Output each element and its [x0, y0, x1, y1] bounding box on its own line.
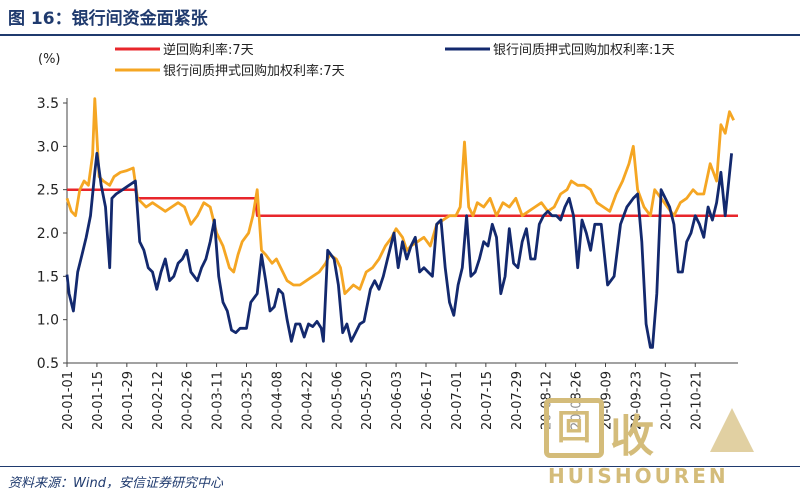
y-tick-label: 3.5	[37, 96, 59, 112]
series-line-repo-7d	[65, 97, 735, 296]
x-axis: 20-01-01 20-01-15 20-01-29 20-02-12 20-02-26…	[61, 362, 738, 430]
y-axis-unit: (%)	[38, 52, 61, 67]
source-note: 资料来源：Wind，安信证券研究中心	[8, 476, 223, 491]
line-chart: 逆回购利率:7天 银行间质押式回购加权利率:1天 银行间质押式回购加权利率:7天…	[37, 42, 738, 430]
x-tick-label: 20-01-29	[121, 371, 136, 430]
bottom-rule	[0, 466, 800, 467]
title-rule	[0, 34, 800, 36]
legend-label-repo-1d: 银行间质押式回购加权利率:1天	[493, 42, 675, 58]
x-tick-label: 20-04-08	[270, 371, 285, 430]
x-tick-label: 20-10-21	[689, 371, 704, 430]
legend-label-repo-7d: 银行间质押式回购加权利率:7天	[163, 63, 345, 79]
x-tick-label: 20-09-23	[629, 371, 644, 430]
x-tick-label: 20-07-15	[480, 371, 495, 430]
x-tick-label: 20-06-03	[390, 371, 405, 430]
plot-area	[65, 97, 738, 349]
y-tick-label: 1.5	[37, 269, 59, 285]
x-tick-label: 20-03-25	[241, 371, 256, 430]
watermark-subtext: HUISHOUREN	[548, 464, 729, 488]
legend-label-reverse-repo: 逆回购利率:7天	[163, 42, 254, 58]
x-tick-label: 20-06-17	[420, 371, 435, 430]
series-line-repo-1d	[65, 151, 733, 349]
y-tick-label: 2.5	[37, 183, 59, 199]
x-tick-label: 20-02-12	[151, 371, 166, 430]
x-tick-label: 20-03-11	[211, 371, 226, 430]
watermark-triangle-icon	[710, 408, 754, 452]
x-tick-label: 20-05-20	[360, 371, 375, 430]
legend: 逆回购利率:7天 银行间质押式回购加权利率:1天 银行间质押式回购加权利率:7天	[115, 42, 675, 79]
x-tick-label: 20-10-07	[659, 371, 674, 430]
x-tick-label: 20-02-26	[181, 371, 196, 430]
y-tick-label: 3.0	[37, 139, 59, 155]
y-tick-label: 2.0	[37, 226, 59, 242]
x-tick-label: 20-07-01	[450, 371, 465, 430]
x-tick-label: 20-01-01	[61, 371, 76, 430]
watermark-text: 收	[610, 411, 656, 462]
x-tick-label: 20-07-29	[510, 371, 525, 430]
x-tick-label: 20-01-15	[91, 371, 106, 430]
y-axis: 0.5 1.0 1.5 2.0 2.5 3.0 3.5	[37, 96, 68, 372]
figure-title: 图 16：银行间资金面紧张	[8, 9, 208, 29]
watermark-logo: 回 收 HUISHOUREN	[544, 398, 754, 494]
watermark-box: 回	[544, 398, 604, 458]
x-tick-label: 20-04-22	[300, 371, 315, 430]
x-tick-label: 20-05-06	[330, 371, 345, 430]
y-tick-label: 1.0	[37, 313, 59, 329]
y-tick-label: 0.5	[37, 356, 59, 372]
